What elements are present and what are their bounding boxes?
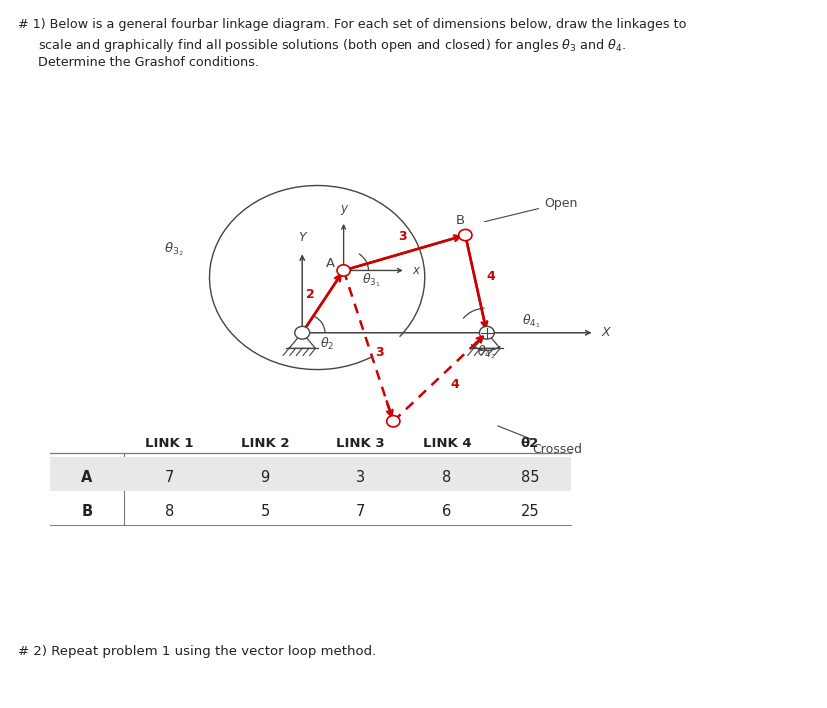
Text: LINK 1: LINK 1 bbox=[146, 437, 194, 450]
Text: 4: 4 bbox=[450, 377, 458, 391]
Text: scale and graphically find all possible solutions (both open and closed) for ang: scale and graphically find all possible … bbox=[18, 37, 626, 54]
Circle shape bbox=[337, 265, 350, 276]
Text: 8: 8 bbox=[165, 504, 174, 519]
Text: 8: 8 bbox=[442, 470, 452, 485]
Text: 9: 9 bbox=[260, 470, 270, 485]
Text: 2: 2 bbox=[306, 288, 315, 301]
Text: $\theta_{4_1}$: $\theta_{4_1}$ bbox=[521, 312, 539, 330]
Text: X: X bbox=[600, 326, 609, 339]
Text: 6: 6 bbox=[442, 504, 452, 519]
Text: θ2: θ2 bbox=[520, 437, 538, 450]
Text: 3: 3 bbox=[398, 230, 406, 243]
Circle shape bbox=[386, 416, 399, 427]
Text: A: A bbox=[325, 257, 334, 270]
Text: $\theta_{3_1}$: $\theta_{3_1}$ bbox=[361, 271, 380, 289]
Text: A: A bbox=[81, 470, 93, 485]
Text: $\theta_{3_2}$: $\theta_{3_2}$ bbox=[164, 241, 184, 258]
Bar bbox=[50, 457, 571, 491]
Text: LINK 3: LINK 3 bbox=[336, 437, 384, 450]
Text: B: B bbox=[81, 504, 93, 519]
Text: Y: Y bbox=[298, 232, 306, 244]
Text: B: B bbox=[455, 215, 464, 227]
Text: 7: 7 bbox=[355, 504, 365, 519]
Text: LINK 2: LINK 2 bbox=[241, 437, 289, 450]
Text: LINK 4: LINK 4 bbox=[423, 437, 471, 450]
Text: # 2) Repeat problem 1 using the vector loop method.: # 2) Repeat problem 1 using the vector l… bbox=[18, 646, 376, 658]
Text: 7: 7 bbox=[165, 470, 174, 485]
Text: 3: 3 bbox=[355, 470, 365, 485]
Text: x: x bbox=[412, 264, 418, 277]
Text: $\theta_{4_2}$: $\theta_{4_2}$ bbox=[476, 343, 495, 361]
Text: $\theta_2$: $\theta_2$ bbox=[320, 336, 334, 353]
Text: 4: 4 bbox=[485, 270, 495, 283]
Circle shape bbox=[479, 326, 494, 339]
Text: y: y bbox=[340, 202, 347, 215]
Circle shape bbox=[458, 229, 471, 241]
Text: 5: 5 bbox=[260, 504, 270, 519]
Text: 85: 85 bbox=[520, 470, 538, 485]
Circle shape bbox=[294, 326, 309, 339]
Text: 3: 3 bbox=[375, 346, 383, 360]
Text: Determine the Grashof conditions.: Determine the Grashof conditions. bbox=[18, 56, 259, 69]
Text: 25: 25 bbox=[520, 504, 538, 519]
Text: # 1) Below is a general fourbar linkage diagram. For each set of dimensions belo: # 1) Below is a general fourbar linkage … bbox=[18, 18, 686, 30]
Text: Crossed: Crossed bbox=[497, 426, 581, 456]
Text: Open: Open bbox=[484, 197, 576, 222]
